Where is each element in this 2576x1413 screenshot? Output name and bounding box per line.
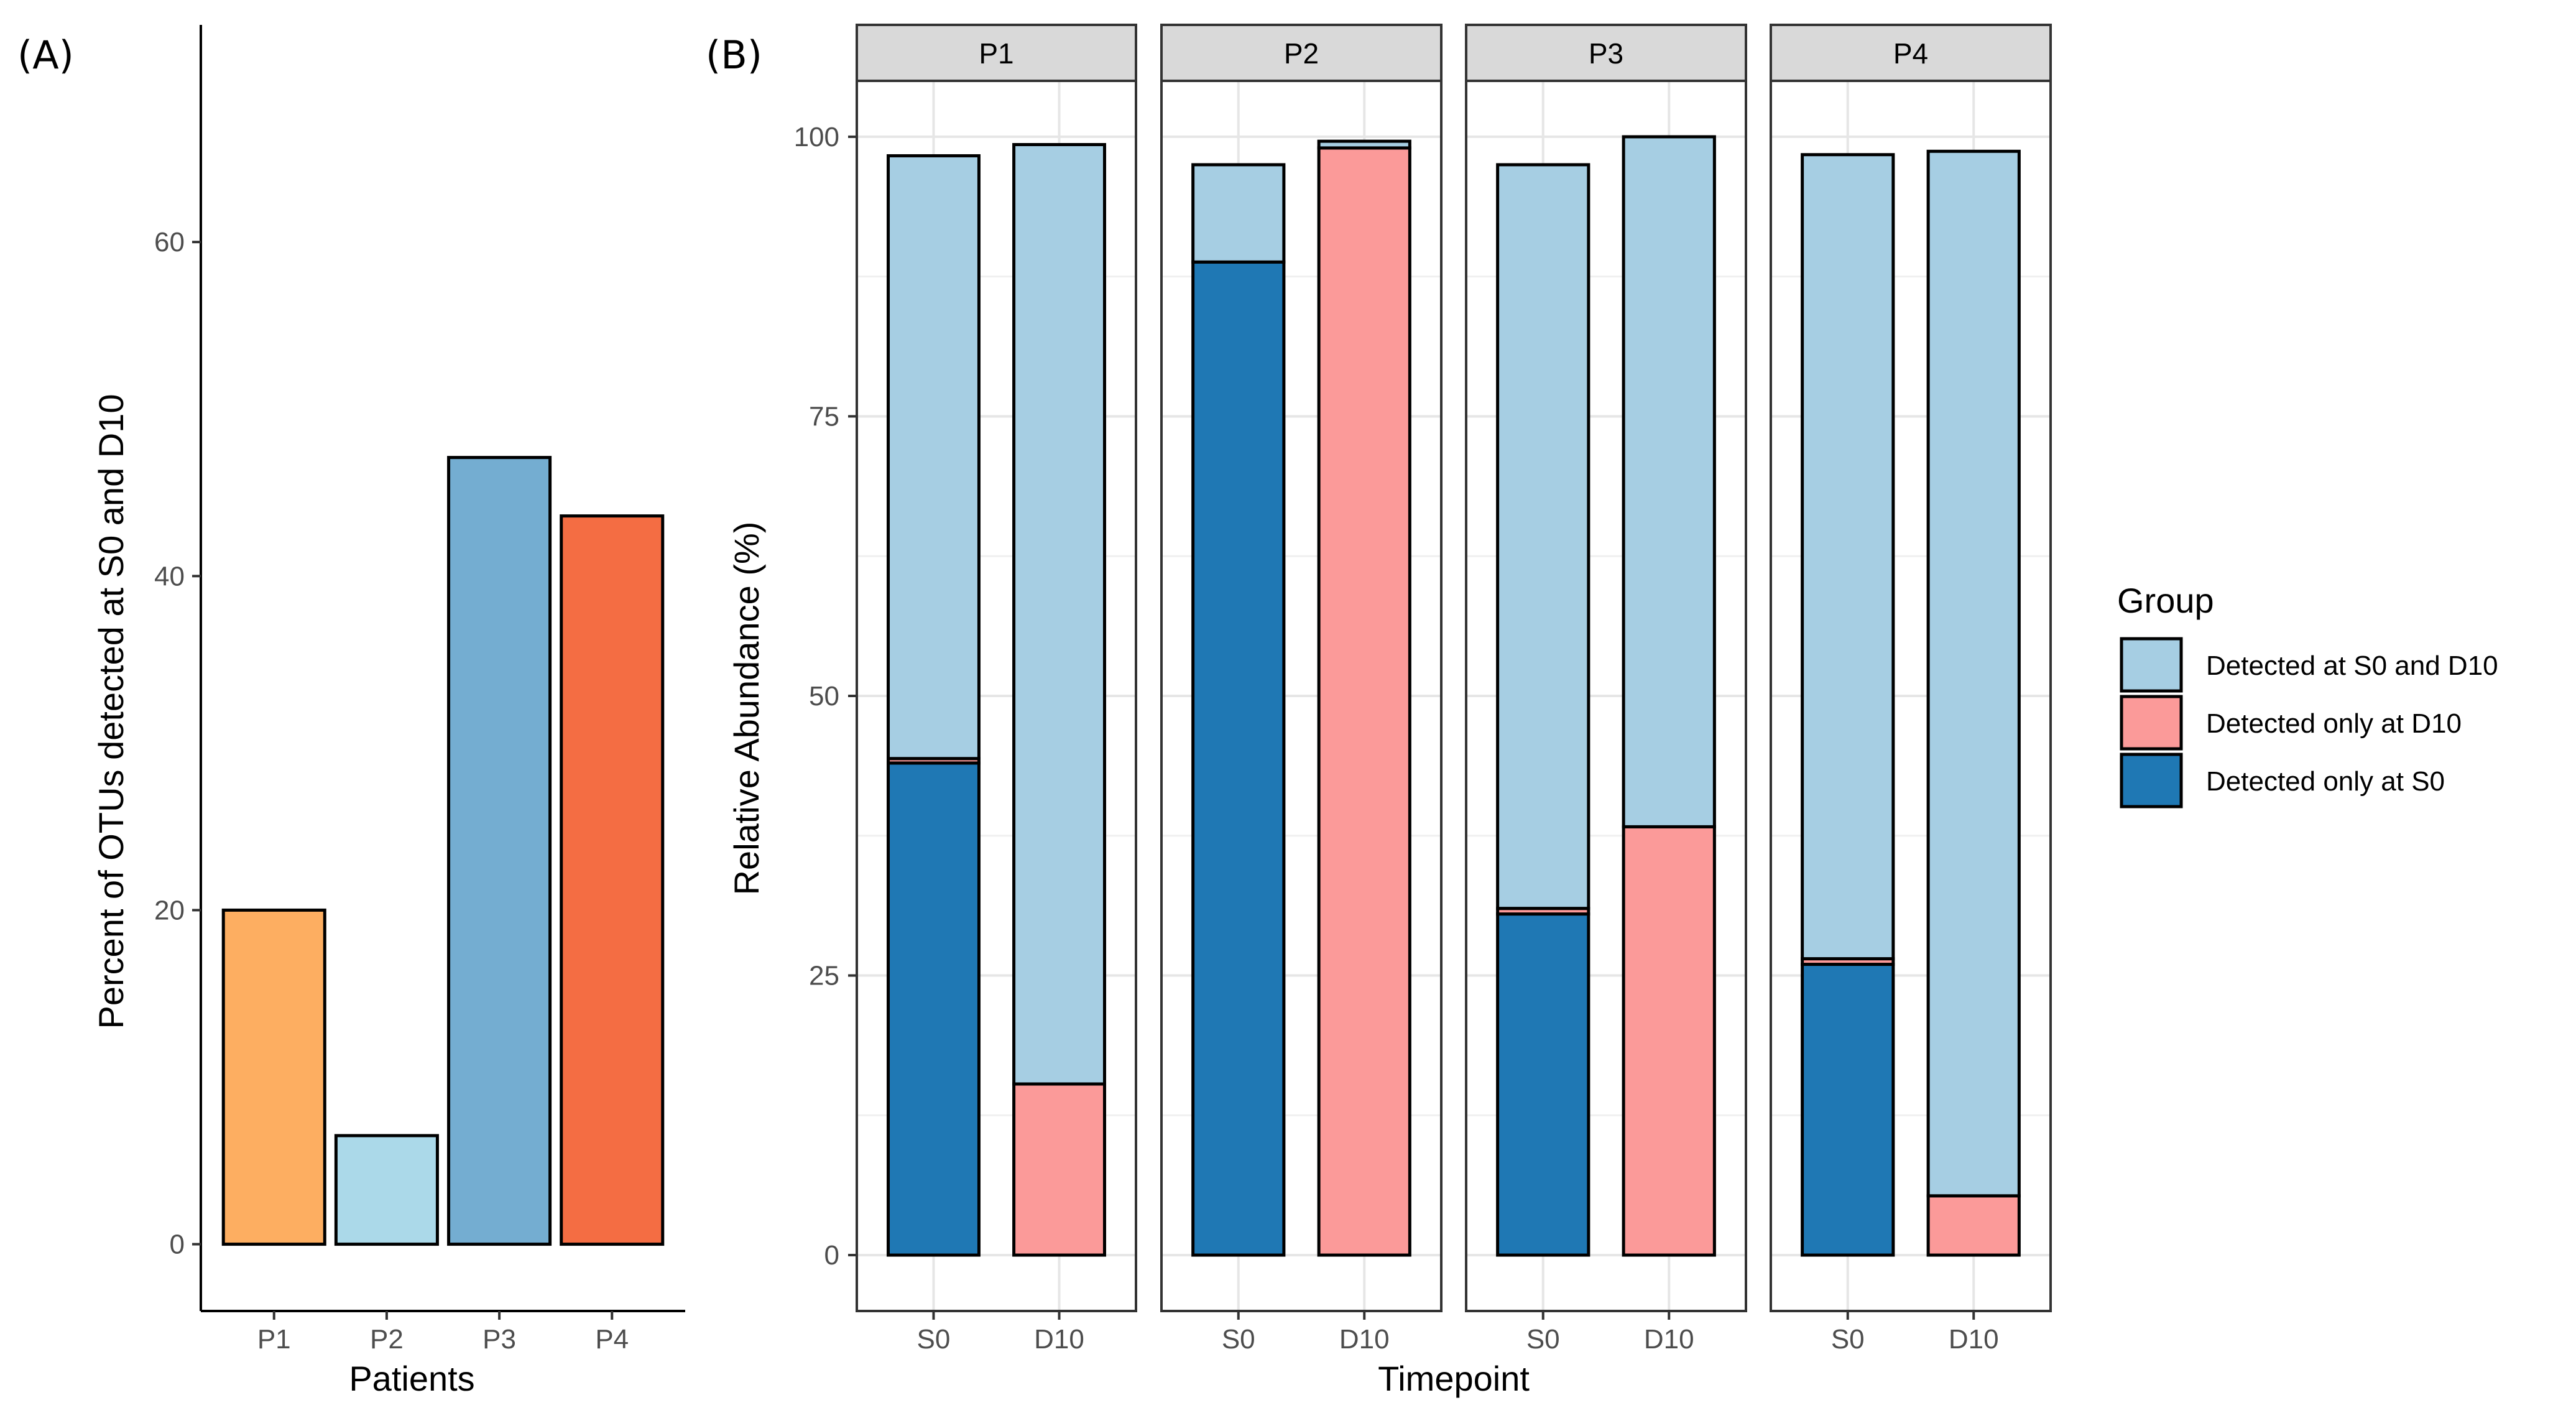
bar-segment-P4-D10 [1926,149,2021,1198]
facet-strip [1160,24,1443,82]
facet-P3: P3 S0 D10 [1465,24,1747,1355]
facet-border [1160,80,1443,1312]
y-tick-label-b: 0 [824,1240,839,1271]
x-tick-label-S0: S0 [1526,1324,1560,1355]
bar-segment-P3-D10 [1622,135,1716,828]
x-axis-title-a: Patients [349,1359,474,1398]
x-tick-label-S0: S0 [917,1324,951,1355]
bar-segment-P3-D10 [1622,825,1716,1257]
bar-segment-P1-D10 [1012,142,1106,1086]
panel-a: 0 20 40 60 P1 P2 P3 P4 Patients Percent of OTUs d… [91,25,685,1398]
x-tick-label-P4: P4 [595,1324,629,1355]
panel-label-a: (A) [17,32,74,78]
legend-swatch [2120,753,2183,808]
y-tick-label-b: 75 [809,401,839,432]
facet-strip-label: P4 [1893,37,1928,70]
x-tick-label-S0: S0 [1831,1324,1865,1355]
y-axis-title-a: Percent of OTUs detected at S0 and D10 [91,394,131,1029]
facet-strip-label: P1 [979,37,1013,70]
bar-segment-P4-S0 [1801,963,1895,1257]
y-axis-title-b: Relative Abundance (%) [727,522,766,896]
legend-swatch [2120,695,2183,751]
facet-P2: P2 S0 D10 [1160,24,1443,1355]
facet-border [856,80,1137,1312]
facet-border [1770,80,2052,1312]
bar-P1 [221,908,326,1246]
y-tick-label-a: 60 [154,227,185,257]
bar-segment-P2-S0 [1191,260,1286,1257]
legend-label: Detected only at S0 [2206,766,2445,797]
facet-P4: P4 S0 D10 [1770,24,2052,1355]
bar-segment-P3-S0 [1496,912,1590,1257]
y-tick-label-a: 40 [154,561,185,591]
bar-segment-P3-S0 [1496,163,1590,910]
y-tick-label-b: 50 [809,681,839,711]
facet-strip [856,24,1137,82]
legend-title: Group [2117,581,2214,620]
legend-label: Detected only at D10 [2206,708,2462,739]
bar-segment-P1-S0 [887,154,981,761]
panel-b: 0 25 50 75 100 Relative Abundance (%) Timepoin… [727,24,2052,1398]
y-tick-label-a: 0 [170,1230,185,1260]
y-tick-label-a: 20 [154,895,185,925]
legend: Group Detected at S0 and D10 Detected only… [2117,581,2498,808]
legend-swatch [2120,637,2183,693]
x-tick-label-P1: P1 [257,1324,291,1355]
bar-segment-P1-D10 [1012,1082,1106,1257]
bar-segment-P2-D10 [1317,139,1411,150]
bar-P4 [560,514,665,1246]
bar-segment-P2-D10 [1317,146,1411,1257]
bar-P2 [334,1134,439,1246]
x-tick-label-D10: D10 [1644,1324,1694,1355]
x-axis-title-b: Timepoint [1378,1359,1530,1398]
legend-label: Detected at S0 and D10 [2206,651,2498,681]
facet-strip-label: P3 [1589,37,1623,70]
bar-segment-P1-S0 [887,761,981,1257]
x-tick-label-D10: D10 [1949,1324,1999,1355]
y-tick-label-b: 25 [809,961,839,991]
facet-border [1465,80,1747,1312]
x-tick-label-D10: D10 [1034,1324,1084,1355]
x-tick-label-D10: D10 [1339,1324,1390,1355]
x-tick-label-P2: P2 [370,1324,404,1355]
panel-label-b: (B) [706,32,762,78]
x-tick-label-P3: P3 [482,1324,516,1355]
bar-P3 [447,456,552,1246]
bar-segment-P4-D10 [1926,1194,2021,1257]
x-tick-label-S0: S0 [1222,1324,1255,1355]
bar-segment-P2-S0 [1191,163,1286,264]
bar-segment-P4-S0 [1801,153,1895,961]
y-tick-label-b: 100 [794,122,839,152]
facet-P1: P1 S0 D10 [856,24,1137,1355]
facet-strip-label: P2 [1284,37,1319,70]
